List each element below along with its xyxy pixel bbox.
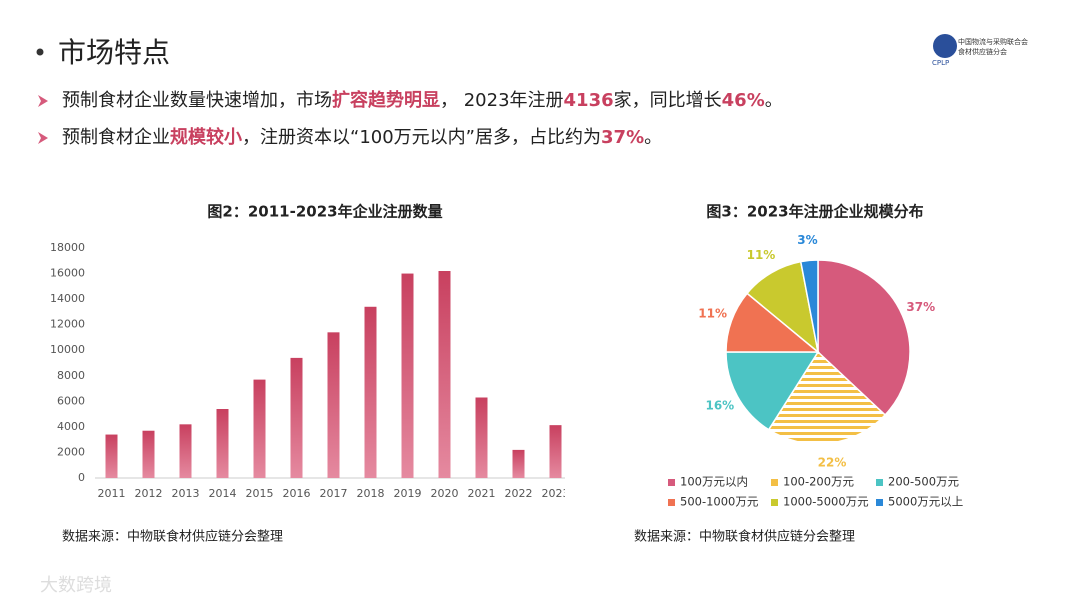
bar [253,379,266,478]
bullet-text: 预制食材企业规模较小，注册资本以“100万元以内”居多，占比约为37%。 [62,126,662,148]
y-tick-label: 14000 [50,292,85,305]
chart-title: 图3：2023年注册企业规模分布 [706,203,923,221]
pie-label: 37% [906,300,935,314]
bars: 2011 2012 2013 2014 2015 2016 2017 2018 2019 2020… [98,271,570,500]
x-tick-label: 2011 [98,487,126,500]
x-tick-label: 2018 [357,487,385,500]
legend-label: 200-500万元 [888,475,960,489]
bullet-arrow [38,132,48,144]
x-tick-label: 2014 [209,487,237,500]
pie-slice [725,351,820,431]
legend-swatch [771,479,778,486]
bullet-segment: 4136 [564,90,614,111]
pie-label: 11% [747,248,776,262]
x-tick-label: 2021 [468,487,496,500]
legend-swatch [668,499,675,506]
bullet-arrow [38,95,48,107]
x-tick-label: 2019 [394,487,422,500]
y-tick-label: 12000 [50,318,85,331]
y-tick-label: 6000 [57,394,85,407]
bullet-segment: 家，同比增长 [614,90,722,111]
bar [401,273,414,478]
legend-label: 100万元以内 [680,475,748,489]
pie-slice [817,259,911,417]
bar [549,425,562,478]
bullet-segment: 规模较小 [170,126,242,148]
y-tick-label: 8000 [57,369,85,382]
x-tick-label: 2017 [320,487,348,500]
logo-icon [933,34,957,58]
pie-label: 16% [705,398,734,412]
x-tick-label: 2023 [542,487,570,500]
bullet-text: 预制食材企业数量快速增加，市场扩容趋势明显， 2023年注册4136家，同比增长… [62,89,783,111]
bullet-segment: 37% [601,127,644,148]
bullet-segment: 预制食材企业 [62,127,170,148]
bullet-segment: 46% [722,90,765,111]
source: 数据来源：中物联食材供应链分会整理 [634,529,855,545]
legend-swatch [876,479,883,486]
legend-swatch [771,499,778,506]
legend-label: 5000万元以上 [888,495,963,509]
bar [216,409,229,478]
bullet-segment: 预制食材企业数量快速增加，市场 [62,90,332,111]
logo-text: 食材供应链分会 [958,47,1007,56]
source: 数据来源：中物联食材供应链分会整理 [62,529,283,545]
logo-text: CPLP [932,59,949,67]
bar [438,271,451,478]
bar [512,449,525,478]
x-tick-label: 2015 [246,487,274,500]
logo-text: 中国物流与采购联合会 [958,37,1028,46]
x-tick-label: 2012 [135,487,163,500]
bar [364,306,377,478]
x-tick-label: 2013 [172,487,200,500]
x-tick-label: 2016 [283,487,311,500]
y-tick-label: 0 [78,471,85,484]
bullet-segment: 扩容趋势明显 [332,89,440,111]
watermark: 大数跨境 [40,575,112,596]
bullet-segment: ，注册资本以“100万元以内”居多，占比约为 [242,127,601,148]
y-tick-label: 18000 [50,241,85,254]
bullet-segment: ， 2023年注册 [440,90,564,111]
pie-label: 3% [797,233,817,247]
bullet-segment: 。 [765,90,783,111]
slide-title: 市场特点 [58,36,170,69]
x-tick-label: 2020 [431,487,459,500]
bar [327,332,340,478]
x-tick-label: 2022 [505,487,533,500]
bar [290,357,303,478]
legend-label: 500-1000万元 [680,495,759,509]
y-tick-label: 10000 [50,343,85,356]
legend-label: 1000-5000万元 [783,495,869,509]
legend-label: 100-200万元 [783,475,855,489]
y-tick-label: 16000 [50,267,85,280]
pie-slice [799,259,819,353]
pie-slice [767,350,887,445]
bar [142,430,155,478]
pie-label: 22% [818,456,847,470]
y-tick-label: 2000 [57,445,85,458]
pie-label: 11% [698,307,727,321]
bullet-dot [36,48,44,56]
bullet-segment: 。 [644,127,662,148]
chart-title: 图2：2011-2023年企业注册数量 [207,203,442,221]
legend-swatch [876,499,883,506]
legend-swatch [668,479,675,486]
y-tick-label: 4000 [57,420,85,433]
bar [475,397,488,478]
bar [179,424,192,478]
bar [105,434,118,478]
